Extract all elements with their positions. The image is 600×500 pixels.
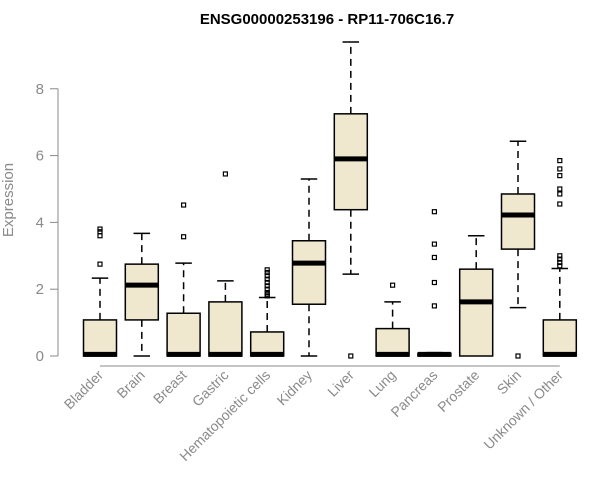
y-tick-label: 6 <box>36 148 44 165</box>
outlier-point <box>97 233 103 239</box>
outlier-point <box>557 191 563 197</box>
iqr-box <box>542 319 578 357</box>
box-prostate <box>458 234 494 357</box>
box-liver <box>333 41 369 359</box>
x-tick-label: Kidney <box>274 367 316 409</box>
y-tick-label: 0 <box>36 348 44 365</box>
outlier-point <box>181 234 187 240</box>
box-pancreas <box>417 209 452 357</box>
iqr-box <box>291 240 327 305</box>
outlier-point <box>348 353 354 359</box>
iqr-box <box>500 193 536 250</box>
outlier-point <box>557 201 563 207</box>
y-tick-label: 8 <box>36 81 44 98</box>
box-kidney <box>291 178 327 357</box>
x-tick-label: Skin <box>494 367 525 398</box>
iqr-box <box>375 327 410 357</box>
x-tick-label: Liver <box>324 367 357 400</box>
x-tick-label: Brain <box>113 367 147 401</box>
outlier-point <box>181 202 187 208</box>
outlier-point <box>557 157 563 164</box>
outlier-point <box>264 273 270 279</box>
outlier-point <box>222 171 228 177</box>
outlier-point <box>515 353 521 359</box>
box-gastric <box>208 171 243 357</box>
outlier-point <box>264 269 270 276</box>
outlier-point <box>264 289 270 296</box>
box-hematopoietic-cells <box>249 267 285 357</box>
outlier-point <box>431 254 437 261</box>
box-bladder <box>82 226 118 357</box>
outlier-point <box>431 209 437 215</box>
outlier-point <box>557 253 563 259</box>
y-tick-label: 4 <box>36 214 44 231</box>
outlier-point <box>390 282 396 288</box>
x-tick-label: Unknown / Other <box>480 367 566 453</box>
chart-title: ENSG00000253196 - RP11-706C16.7 <box>200 11 454 28</box>
box-breast <box>166 202 201 357</box>
outlier-point <box>557 256 563 262</box>
iqr-box <box>124 263 160 321</box>
outlier-point <box>264 279 270 286</box>
iqr-box <box>458 268 494 357</box>
outlier-point <box>264 267 270 273</box>
iqr-box <box>82 319 118 357</box>
y-axis: 0 2 4 6 8 <box>36 81 560 367</box>
outlier-point <box>431 241 437 247</box>
outlier-point <box>264 286 270 292</box>
box-lung <box>375 282 410 357</box>
x-tick-label: Lung <box>365 367 398 400</box>
iqr-box <box>333 113 369 211</box>
outlier-point <box>557 263 563 269</box>
outlier-point <box>264 283 270 289</box>
outlier-point <box>557 166 563 172</box>
box-unknown-other <box>542 157 578 357</box>
outlier-point <box>557 259 563 266</box>
box-brain <box>124 232 160 357</box>
iqr-box <box>166 312 201 357</box>
x-tick-label: Bladder <box>61 367 107 413</box>
outlier-point <box>557 186 563 192</box>
iqr-box <box>208 301 243 357</box>
outlier-point <box>557 173 563 179</box>
y-tick-label: 2 <box>36 281 44 298</box>
box-skin <box>500 140 536 359</box>
x-tick-label: Breast <box>150 367 190 407</box>
outlier-point <box>97 261 103 267</box>
y-axis-label: Expression <box>0 163 17 237</box>
outlier-point <box>97 229 103 235</box>
x-tick-label: Prostate <box>434 367 482 415</box>
outlier-point <box>431 303 437 309</box>
outlier-point <box>431 279 437 286</box>
outlier-point <box>264 276 270 282</box>
outlier-point <box>97 226 103 232</box>
boxes-group <box>82 41 578 359</box>
